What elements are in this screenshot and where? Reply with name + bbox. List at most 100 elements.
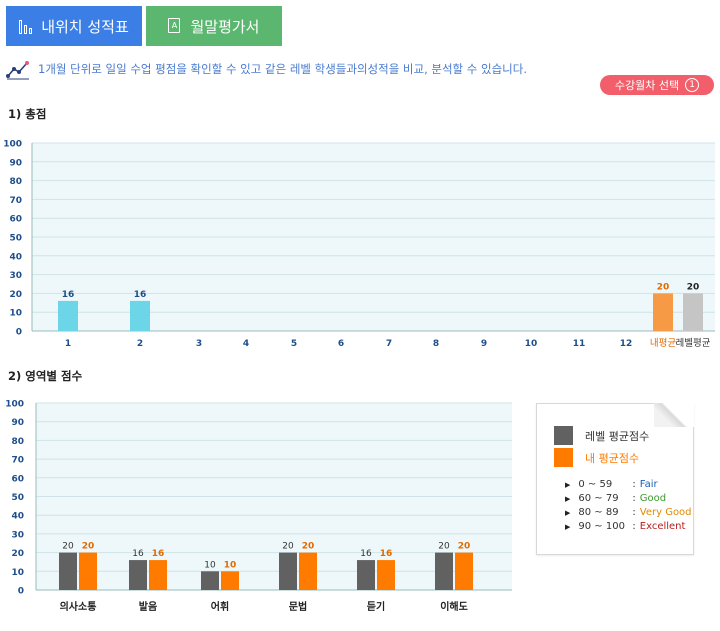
x-tick-label: 의사소통 xyxy=(60,600,97,613)
x-tick-label: 어휘 xyxy=(211,600,229,613)
data-label: 10 xyxy=(204,560,216,570)
x-tick-label: 내평균 xyxy=(650,338,676,349)
x-tick-label: 11 xyxy=(573,339,586,349)
bar-chart-icon xyxy=(19,18,33,34)
grade-label: Good xyxy=(639,493,667,504)
y-tick-label: 50 xyxy=(9,234,22,244)
bar xyxy=(59,552,77,590)
data-label: 20 xyxy=(687,282,700,292)
data-label: 16 xyxy=(152,549,165,559)
legend-item-my-avg: 내 평균점수 xyxy=(554,448,639,467)
total-score-chart: 0 10 20 30 40 50 60 70 80 90 100 16 1 16 2 3 4 5 6 7 8 9 10 11 1… xyxy=(3,140,715,349)
trend-line-icon xyxy=(6,61,29,80)
bar xyxy=(683,293,703,331)
legend-swatch xyxy=(554,426,573,445)
bar xyxy=(299,552,317,590)
bar xyxy=(129,560,147,590)
y-tick-label: 0 xyxy=(16,328,22,338)
bar xyxy=(357,560,375,590)
grade-range: 80 ~ 89 xyxy=(578,507,619,518)
info-row: 1개월 단위로 일일 수업 평점을 확인할 수 있고 같은 레벨 학생들과의성적… xyxy=(6,58,527,80)
x-tick-label: 9 xyxy=(481,339,487,349)
y-tick-label: 90 xyxy=(11,418,24,428)
section-title-area: 2) 영역별 점수 xyxy=(8,369,83,383)
data-label: 20 xyxy=(82,542,95,552)
bar xyxy=(279,552,297,590)
y-tick-label: 80 xyxy=(9,177,22,187)
tab-label: 월말평가서 xyxy=(190,17,260,36)
bar xyxy=(79,552,97,590)
x-tick-label: 문법 xyxy=(289,600,307,613)
select-month-label: 수강월차 선택 xyxy=(614,79,680,92)
y-tick-label: 70 xyxy=(9,196,22,206)
bar xyxy=(435,552,453,590)
info-text: 1개월 단위로 일일 수업 평점을 확인할 수 있고 같은 레벨 학생들과의성적… xyxy=(38,62,528,76)
x-tick-label: 발음 xyxy=(139,600,157,613)
grade-range: 90 ~ 100 xyxy=(578,521,625,532)
grade-very-good: ▶ 80 ~ 89 : Very Good xyxy=(565,507,692,518)
y-tick-label: 40 xyxy=(11,512,24,522)
tab-my-position-report[interactable]: 내위치 성적표 xyxy=(6,6,142,46)
x-tick-label: 7 xyxy=(386,339,392,349)
y-tick-label: 100 xyxy=(3,140,22,150)
data-label: 16 xyxy=(360,549,372,559)
y-tick-label: 100 xyxy=(5,400,24,410)
y-tick-label: 10 xyxy=(11,568,24,578)
x-tick-label: 10 xyxy=(525,339,538,349)
bar xyxy=(377,560,395,590)
grade-label: Fair xyxy=(639,479,658,490)
y-tick-label: 80 xyxy=(11,437,24,447)
grade-label: Excellent xyxy=(639,521,686,532)
data-label: 20 xyxy=(458,542,471,552)
x-tick-label: 8 xyxy=(433,339,439,349)
grade-fair: ▶ 0 ~ 59 : Fair xyxy=(565,479,658,490)
y-tick-label: 10 xyxy=(9,309,22,319)
area-score-chart: 0 10 20 30 40 50 60 70 80 90 100 20 20 의사소통 16 16 발음 10 10… xyxy=(5,400,512,613)
x-tick-label: 6 xyxy=(338,339,344,349)
legend-item-level-avg: 레벨 평균점수 xyxy=(554,426,649,445)
grade-good: ▶ 60 ~ 79 : Good xyxy=(565,493,667,504)
y-tick-label: 40 xyxy=(9,252,22,262)
arrow-icon: ▶ xyxy=(565,495,571,503)
data-label: 20 xyxy=(657,282,670,292)
legend-swatch xyxy=(554,448,573,467)
legend-label: 내 평균점수 xyxy=(585,451,640,465)
bar xyxy=(130,300,150,331)
x-tick-label: 3 xyxy=(196,339,202,349)
x-tick-label: 이해도 xyxy=(440,600,468,613)
x-tick-label: 듣기 xyxy=(367,600,385,613)
tab-label: 내위치 성적표 xyxy=(41,17,129,36)
grade-label: Very Good xyxy=(639,507,692,518)
y-tick-label: 20 xyxy=(11,549,24,559)
grade-excellent: ▶ 90 ~ 100 : Excellent xyxy=(565,521,686,532)
page-curl-decoration xyxy=(654,403,694,427)
data-label: 20 xyxy=(282,542,294,552)
bar xyxy=(201,571,219,590)
y-tick-label: 90 xyxy=(9,158,22,168)
data-label: 16 xyxy=(380,549,393,559)
select-month-button[interactable]: 수강월차 선택 1 xyxy=(600,75,714,95)
arrow-icon: ▶ xyxy=(565,523,571,531)
document-icon: A xyxy=(168,18,182,34)
data-label: 20 xyxy=(62,542,74,552)
x-tick-label: 1 xyxy=(65,339,71,349)
bar xyxy=(653,293,673,331)
y-tick-label: 70 xyxy=(11,456,24,466)
arrow-icon: ▶ xyxy=(565,509,571,517)
bar xyxy=(149,560,167,590)
bar xyxy=(455,552,473,590)
y-tick-label: 50 xyxy=(11,493,24,503)
arrow-icon: ▶ xyxy=(565,481,571,489)
tab-monthly-evaluation[interactable]: A 월말평가서 xyxy=(146,6,282,46)
x-tick-label: 4 xyxy=(243,339,249,349)
bar xyxy=(221,571,239,590)
data-label: 16 xyxy=(134,290,147,300)
grade-range: 0 ~ 59 xyxy=(578,479,613,490)
y-tick-label: 60 xyxy=(9,215,22,225)
x-tick-label: 5 xyxy=(291,339,297,349)
y-tick-label: 60 xyxy=(11,474,24,484)
y-tick-label: 30 xyxy=(11,530,24,540)
x-tick-label: 2 xyxy=(137,339,143,349)
grade-range: 60 ~ 79 xyxy=(578,493,619,504)
data-label: 10 xyxy=(224,560,237,570)
